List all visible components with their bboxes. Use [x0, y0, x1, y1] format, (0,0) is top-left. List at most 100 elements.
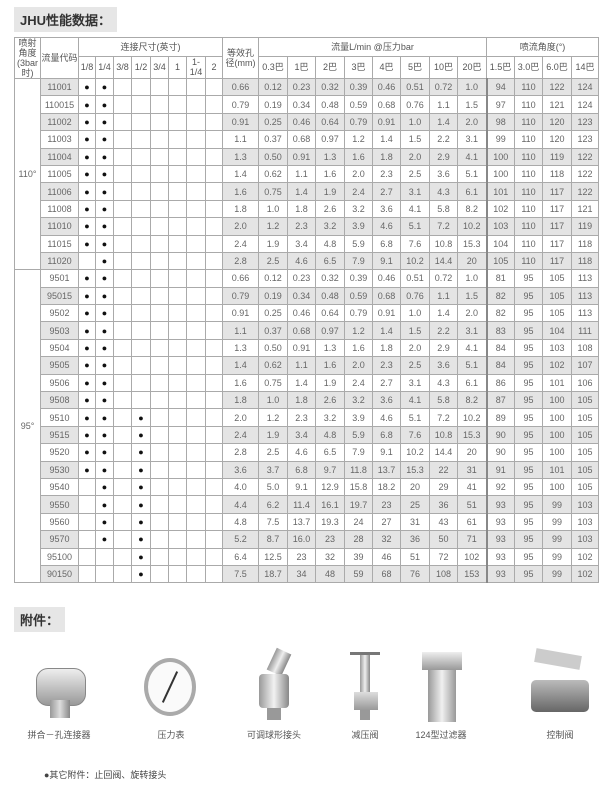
connection-dot: [186, 338, 206, 358]
connection-dot: [95, 564, 114, 584]
table-row: 90150 ● 7.5 18.7 34 48 59 68 76 108 153 93 95 99 102: [15, 564, 599, 584]
flow-value: 36: [429, 495, 458, 514]
spray-angle-value: 120: [542, 130, 572, 149]
table-row: 95100 ● 6.4 12.5 23 32 39 46 51 72 102 93 95 99 102: [15, 547, 599, 566]
spray-angle-value: 110: [514, 182, 543, 201]
spray-angle-value: 118: [571, 234, 599, 253]
orifice-diameter: 3.6: [222, 460, 259, 479]
flow-value: 39: [344, 547, 373, 566]
flow-value: 1.0: [457, 269, 488, 288]
flow-value: 9.1: [372, 251, 401, 271]
accessory-label: 减压阀: [351, 730, 379, 740]
orifice-diameter: 0.66: [222, 77, 259, 97]
flow-value: 0.48: [315, 95, 345, 114]
accessory-label: 压力表: [157, 730, 185, 740]
section-title-accessories: 附件：: [14, 607, 66, 632]
flow-value: 6.8: [287, 460, 316, 479]
flow-value: 7.9: [344, 251, 373, 271]
flow-code: 9508: [40, 391, 79, 410]
flow-value: 1.4: [287, 373, 316, 393]
spray-angle-value: 110: [514, 147, 543, 166]
header-size: 3/4: [150, 55, 169, 80]
flow-value: 8.7: [258, 530, 288, 549]
connection-dot: [168, 130, 187, 149]
flow-value: 16.1: [315, 495, 345, 514]
connection-dot: [150, 130, 169, 149]
spray-angle-value: 91: [486, 460, 515, 479]
header-flow: 流量L/min @压力bar: [258, 37, 487, 57]
spray-angle-value: 110: [514, 112, 543, 132]
flow-value: 76: [400, 564, 430, 584]
performance-table: 喷射角度(3bar时) 流量代码 连接尺寸(英寸) 等效孔径(mm) 流量L/min @…: [14, 37, 599, 584]
flow-value: 43: [429, 512, 458, 532]
table-row: 11020 ● 2.8 2.5 4.6 6.5 7.9 9.1 10.2 14.4 20 105 110…: [15, 251, 599, 271]
flow-value: 1.8: [287, 199, 316, 219]
connection-dot: ●: [131, 547, 151, 566]
flow-value: 7.5: [258, 512, 288, 532]
connection-dot: [205, 147, 223, 166]
flow-value: 22: [429, 460, 458, 479]
flow-value: 5.0: [258, 477, 288, 497]
connection-dot: [205, 164, 223, 184]
connection-dot: [205, 182, 223, 201]
spray-angle-value: 95: [514, 443, 543, 462]
connection-dot: ●: [95, 530, 114, 549]
table-row: 11015 ● ● 2.4 1.9 3.4 4.8 5.9 6.8 7.6 10.8 15.3 104 1…: [15, 234, 599, 253]
spray-angle-value: 108: [571, 338, 599, 358]
spray-angle-value: 101: [542, 373, 572, 393]
connection-dot: ●: [95, 408, 114, 427]
flow-value: 20: [400, 477, 430, 497]
connection-dot: ●: [78, 199, 96, 219]
flow-value: 41: [457, 477, 488, 497]
connection-dot: [150, 217, 169, 236]
header-pressure: 1巴: [287, 55, 316, 80]
accessory-label: 可调球形接头: [246, 730, 301, 740]
flow-value: 5.8: [429, 199, 458, 219]
connection-dot: [150, 95, 169, 114]
table-row: 9503 ● ● 1.1 0.37 0.68 0.97 1.2 1.4 1.5 2.2 3.1 83 95…: [15, 321, 599, 340]
connection-dot: [150, 321, 169, 340]
connection-dot: [113, 564, 132, 584]
flow-value: 2.5: [400, 356, 430, 375]
connection-dot: ●: [78, 286, 96, 306]
header-pressure: 4巴: [372, 55, 401, 80]
flow-code: 9560: [40, 512, 79, 532]
flow-value: 0.37: [258, 130, 288, 149]
flow-value: 1.2: [344, 130, 373, 149]
connection-dot: ●: [78, 460, 96, 479]
connection-dot: [168, 460, 187, 479]
connection-dot: ●: [95, 95, 114, 114]
flow-value: 9.1: [287, 477, 316, 497]
flow-value: 0.79: [344, 112, 373, 132]
spray-angle-value: 119: [542, 147, 572, 166]
spray-angle-value: 99: [542, 512, 572, 532]
flow-value: 0.34: [287, 95, 316, 114]
flow-value: 2.3: [372, 356, 401, 375]
connection-dot: ●: [78, 425, 96, 445]
orifice-diameter: 4.8: [222, 512, 259, 532]
spray-angle-value: 101: [542, 460, 572, 479]
table-row: 11006 ● ● 1.6 0.75 1.4 1.9 2.4 2.7 3.1 4.3 6.1 101 11…: [15, 182, 599, 201]
flow-value: 3.6: [372, 199, 401, 219]
flow-value: 4.8: [315, 425, 345, 445]
connection-dot: ●: [78, 408, 96, 427]
flow-code: 9501: [40, 269, 79, 288]
connection-dot: ●: [131, 495, 151, 514]
flow-code: 11020: [40, 251, 79, 271]
spray-angle-value: 105: [571, 443, 599, 462]
connection-dot: [113, 338, 132, 358]
flow-value: 1.2: [344, 321, 373, 340]
connection-dot: [113, 408, 132, 427]
connection-dot: [205, 408, 223, 427]
connection-dot: [168, 112, 187, 132]
spray-angle-value: 95: [514, 425, 543, 445]
flow-value: 3.9: [344, 217, 373, 236]
flow-value: 2.3: [372, 164, 401, 184]
flow-value: 0.68: [372, 286, 401, 306]
spray-angle-value: 95: [514, 373, 543, 393]
spray-angle-value: 93: [486, 564, 515, 584]
connection-dot: [186, 408, 206, 427]
connection-dot: ●: [95, 269, 114, 288]
connection-dot: [168, 77, 187, 97]
flow-value: 11.4: [287, 495, 316, 514]
